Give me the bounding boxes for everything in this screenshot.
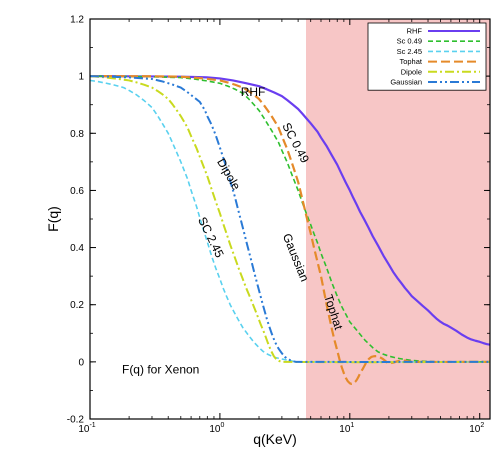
- legend-label: Dipole: [401, 67, 422, 76]
- series-group: [90, 75, 490, 386]
- x-tick-exponent: 2: [480, 422, 484, 429]
- y-tick-label: 0: [78, 357, 84, 368]
- y-tick-label: 0.2: [70, 300, 84, 311]
- y-tick-label: 0.8: [70, 129, 84, 140]
- legend-label: Gaussian: [390, 78, 422, 87]
- x-tick-label: 100: [209, 422, 224, 435]
- x-axis-label: q(KeV): [253, 431, 297, 447]
- series-line-sc-0-49: [90, 75, 490, 363]
- y-tick-label: -0.2: [67, 415, 85, 426]
- x-tick-label: 101: [339, 422, 354, 435]
- series-line-sc-2-45: [90, 79, 490, 363]
- y-tick-label: 0.4: [70, 243, 84, 254]
- x-tick-base: 10: [78, 424, 90, 435]
- x-tick-exponent: 0: [221, 422, 225, 429]
- series-line-rhf: [90, 75, 490, 346]
- annotation: RHF: [241, 85, 266, 99]
- series-line-dipole: [90, 75, 490, 364]
- legend-box: [367, 22, 487, 91]
- series-line-tophat: [90, 75, 490, 386]
- legend-label: RHF: [407, 27, 423, 36]
- x-tick-base: 10: [209, 424, 221, 435]
- plot-frame: [89, 18, 491, 420]
- annotation: Dipole: [214, 156, 243, 193]
- series-line-gaussian: [90, 75, 490, 363]
- x-tick-exponent: -1: [89, 422, 95, 429]
- x-tick-base: 10: [469, 424, 481, 435]
- y-tick-label: 1: [78, 72, 84, 83]
- x-tick-base: 10: [339, 424, 351, 435]
- x-tick-exponent: 1: [350, 422, 354, 429]
- x-tick-label: 10-1: [78, 422, 95, 435]
- legend-label: Sc 0.49: [397, 37, 422, 46]
- y-axis-label: F(q): [45, 206, 61, 232]
- annotation: F(q) for Xenon: [122, 362, 199, 376]
- legend-label: Tophat: [399, 57, 422, 66]
- y-tick-label: 1.2: [70, 15, 84, 26]
- x-tick-label: 102: [469, 422, 484, 435]
- y-tick-label: 0.6: [70, 186, 84, 197]
- legend-label: Sc 2.45: [397, 47, 422, 56]
